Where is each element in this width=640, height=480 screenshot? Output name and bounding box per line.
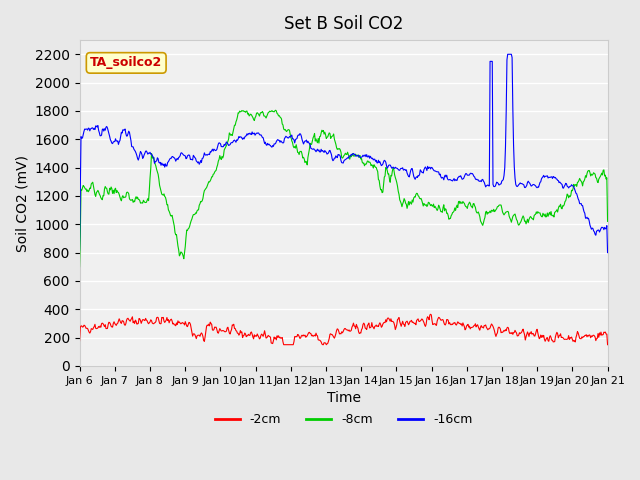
- Title: Set B Soil CO2: Set B Soil CO2: [284, 15, 403, 33]
- Y-axis label: Soil CO2 (mV): Soil CO2 (mV): [15, 155, 29, 252]
- Text: TA_soilco2: TA_soilco2: [90, 57, 163, 70]
- X-axis label: Time: Time: [326, 391, 360, 405]
- Legend: -2cm, -8cm, -16cm: -2cm, -8cm, -16cm: [210, 408, 477, 432]
